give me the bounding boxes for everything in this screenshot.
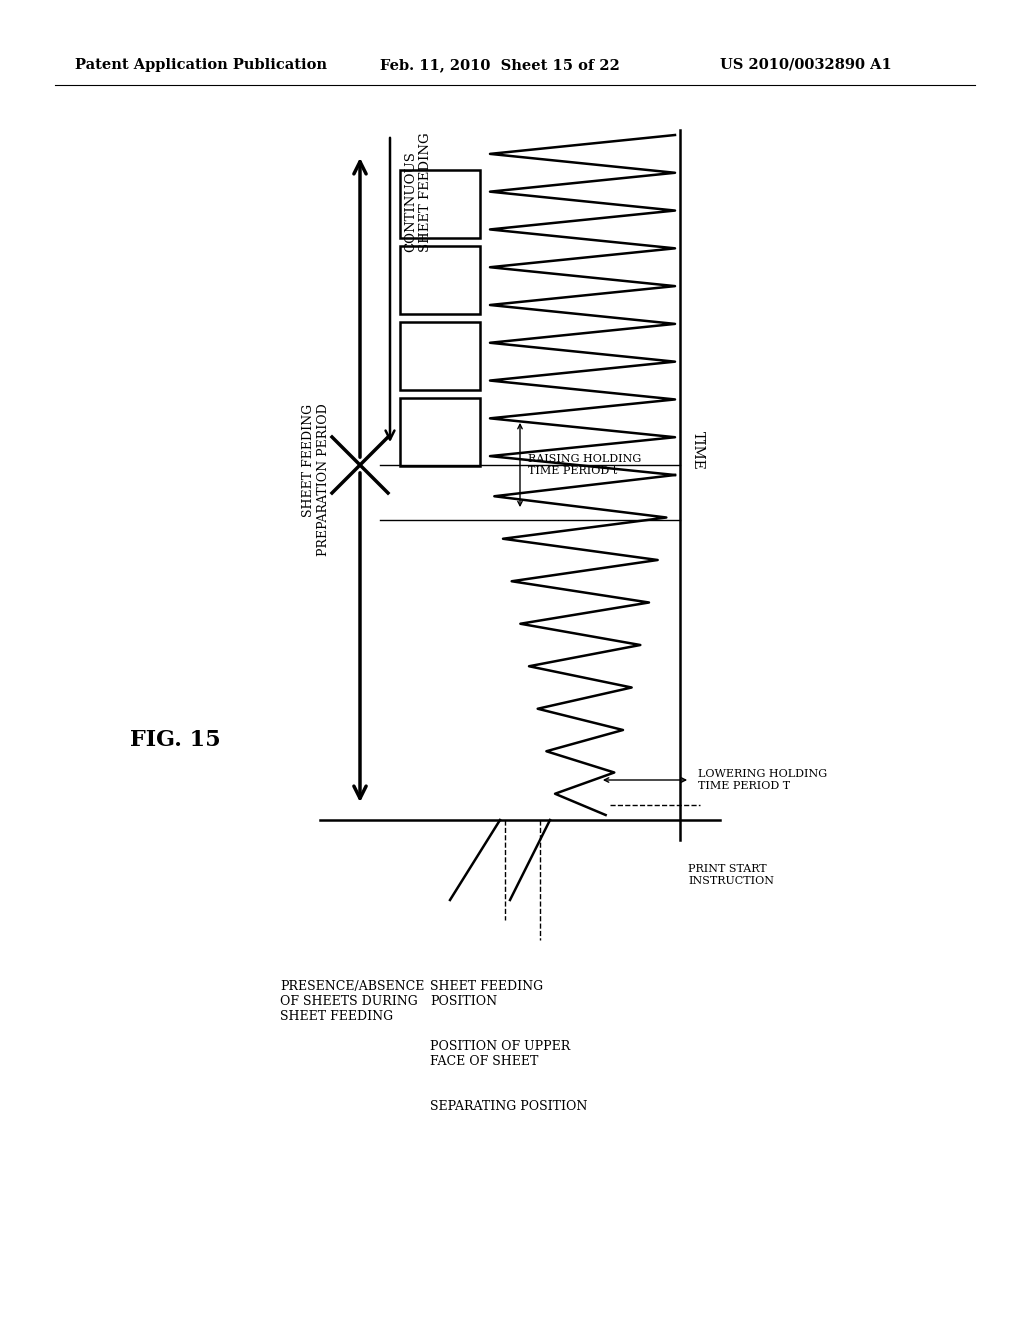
Text: LOWERING HOLDING
TIME PERIOD T: LOWERING HOLDING TIME PERIOD T [698, 770, 827, 791]
Text: POSITION OF UPPER
FACE OF SHEET: POSITION OF UPPER FACE OF SHEET [430, 1040, 570, 1068]
Bar [400, 170, 480, 238]
Text: PRESENCE/ABSENCE
OF SHEETS DURING
SHEET FEEDING: PRESENCE/ABSENCE OF SHEETS DURING SHEET … [280, 979, 424, 1023]
Bar [400, 322, 480, 389]
Text: US 2010/0032890 A1: US 2010/0032890 A1 [720, 58, 892, 73]
Text: SHEET FEEDING
PREPARATION PERIOD: SHEET FEEDING PREPARATION PERIOD [302, 404, 330, 556]
Text: PRINT START
INSTRUCTION: PRINT START INSTRUCTION [688, 865, 774, 886]
Bar [400, 399, 480, 466]
Text: TIME: TIME [691, 430, 705, 470]
Text: RAISING HOLDING
TIME PERIOD t: RAISING HOLDING TIME PERIOD t [528, 454, 641, 475]
Text: SEPARATING POSITION: SEPARATING POSITION [430, 1100, 588, 1113]
Bar [400, 246, 480, 314]
Text: Patent Application Publication: Patent Application Publication [75, 58, 327, 73]
Text: CONTINUOUS
SHEET FEEDING: CONTINUOUS SHEET FEEDING [404, 132, 432, 252]
Text: FIG. 15: FIG. 15 [130, 729, 220, 751]
Text: SHEET FEEDING
POSITION: SHEET FEEDING POSITION [430, 979, 543, 1008]
Text: Feb. 11, 2010  Sheet 15 of 22: Feb. 11, 2010 Sheet 15 of 22 [380, 58, 620, 73]
